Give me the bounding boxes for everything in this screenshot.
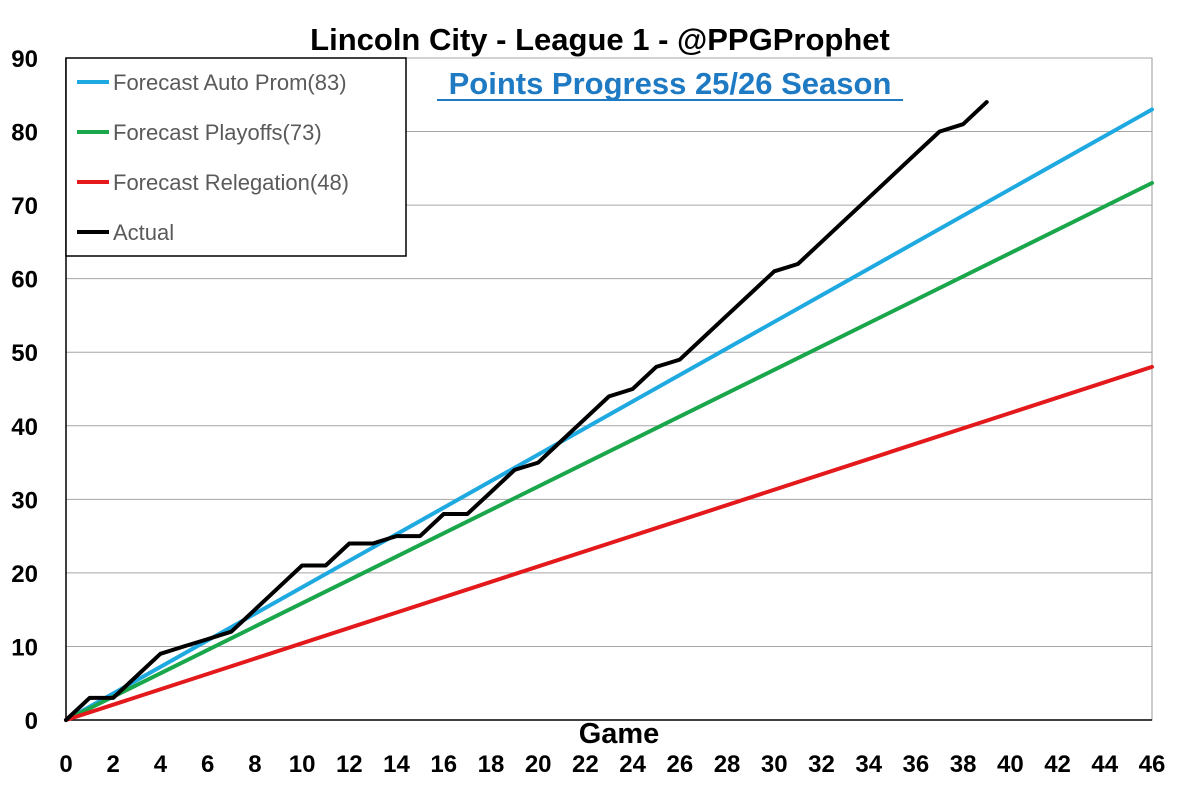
y-tick-label: 30 bbox=[11, 487, 38, 514]
x-tick-label: 20 bbox=[525, 751, 552, 778]
x-tick-label: 16 bbox=[430, 751, 457, 778]
y-tick-label: 10 bbox=[11, 634, 38, 661]
chart-title: Lincoln City - League 1 - @PPGProphet bbox=[310, 22, 890, 57]
x-tick-label: 30 bbox=[761, 751, 788, 778]
x-tick-label: 46 bbox=[1139, 751, 1166, 778]
x-tick-label: 0 bbox=[59, 751, 72, 778]
x-tick-label: 2 bbox=[107, 751, 120, 778]
y-tick-label: 20 bbox=[11, 561, 38, 588]
x-tick-label: 8 bbox=[248, 751, 261, 778]
series-lines bbox=[64, 100, 1154, 722]
legend-label: Forecast Relegation(48) bbox=[113, 170, 349, 195]
x-tick-label: 34 bbox=[855, 751, 882, 778]
legend-box bbox=[65, 57, 407, 257]
legend: Forecast Auto Prom(83) Forecast Playoffs(… bbox=[65, 57, 407, 257]
x-tick-label: 22 bbox=[572, 751, 599, 778]
x-tick-label: 4 bbox=[154, 751, 168, 778]
y-tick-label: 70 bbox=[11, 193, 38, 220]
y-tick-label: 40 bbox=[11, 414, 38, 441]
x-tick-label: 42 bbox=[1044, 751, 1071, 778]
x-tick-label: 38 bbox=[950, 751, 977, 778]
chart-subtitle: Points Progress 25/26 Season bbox=[449, 66, 892, 101]
x-tick-label: 40 bbox=[997, 751, 1024, 778]
x-tick-label: 14 bbox=[383, 751, 410, 778]
y-tick-label: 90 bbox=[11, 46, 38, 73]
series-line-actual bbox=[64, 100, 989, 722]
y-tick-label: 0 bbox=[25, 708, 38, 735]
y-tick-label: 80 bbox=[11, 120, 38, 147]
x-tick-label: 36 bbox=[903, 751, 930, 778]
x-tick-label: 26 bbox=[666, 751, 693, 778]
y-tick-label: 60 bbox=[11, 267, 38, 294]
x-tick-label: 24 bbox=[619, 751, 646, 778]
legend-label: Actual bbox=[113, 220, 174, 245]
y-tick-label: 50 bbox=[11, 340, 38, 367]
x-tick-label: 12 bbox=[336, 751, 363, 778]
x-tick-label: 18 bbox=[478, 751, 505, 778]
x-tick-label: 44 bbox=[1091, 751, 1118, 778]
x-axis-label: Game bbox=[579, 718, 660, 750]
x-tick-label: 10 bbox=[289, 751, 316, 778]
legend-label: Forecast Playoffs(73) bbox=[113, 120, 322, 145]
series-line-forecast-relegation-48 bbox=[64, 364, 1154, 722]
series-line-forecast-playoffs-73 bbox=[64, 181, 1154, 722]
x-tick-label: 32 bbox=[808, 751, 835, 778]
legend-label: Forecast Auto Prom(83) bbox=[113, 70, 347, 95]
x-tick-label: 6 bbox=[201, 751, 214, 778]
x-tick-label: 28 bbox=[714, 751, 741, 778]
